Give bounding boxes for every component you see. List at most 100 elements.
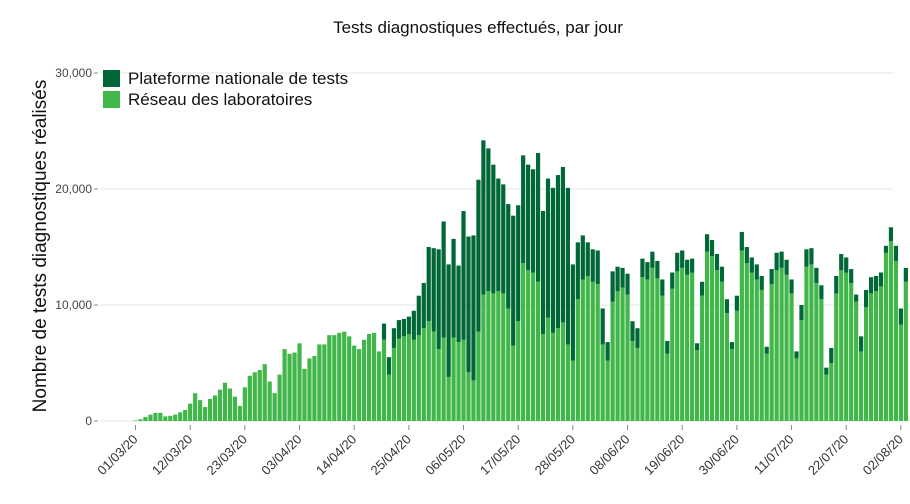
bar-reseau bbox=[764, 353, 769, 421]
x-tick-label: 25/04/20 bbox=[368, 432, 414, 478]
bar-reseau bbox=[421, 328, 426, 421]
bar-reseau bbox=[212, 395, 218, 421]
bar-plateforme bbox=[461, 211, 466, 340]
bar-reseau bbox=[570, 360, 575, 421]
bar-plateforme bbox=[406, 316, 411, 334]
bar-plateforme bbox=[575, 242, 580, 300]
bar-reseau bbox=[714, 270, 720, 421]
bar-reseau bbox=[814, 282, 819, 421]
bar-reseau bbox=[620, 287, 625, 421]
x-tick-label: 06/05/20 bbox=[422, 432, 468, 478]
bar-plateforme bbox=[381, 323, 387, 340]
bar-reseau bbox=[342, 331, 347, 421]
bar-plateforme bbox=[605, 342, 610, 361]
bar-reseau bbox=[565, 344, 570, 421]
bar-reseau bbox=[451, 337, 456, 421]
bars bbox=[133, 140, 908, 421]
bar-plateforme bbox=[844, 257, 849, 273]
bar-plateforme bbox=[754, 264, 759, 280]
y-tick-label: 20,000 bbox=[55, 182, 92, 196]
bar-plateforme bbox=[426, 247, 431, 322]
bar-reseau bbox=[322, 344, 327, 421]
x-tick-label: 17/05/20 bbox=[477, 432, 523, 478]
bar-reseau bbox=[635, 347, 640, 421]
bar-reseau bbox=[198, 400, 203, 421]
bar-reseau bbox=[655, 278, 660, 421]
bar-plateforme bbox=[873, 276, 879, 292]
bar-reseau bbox=[665, 353, 670, 421]
bar-reseau bbox=[481, 294, 486, 421]
bar-reseau bbox=[337, 332, 342, 421]
bar-reseau bbox=[719, 281, 725, 421]
bar-plateforme bbox=[690, 258, 695, 273]
bar-plateforme bbox=[610, 271, 615, 302]
bar-plateforme bbox=[595, 250, 600, 285]
bar-reseau bbox=[903, 281, 908, 421]
bar-plateforme bbox=[704, 234, 710, 252]
bar-plateforme bbox=[739, 231, 744, 251]
y-tick-label: 10,000 bbox=[55, 298, 92, 312]
bar-reseau bbox=[431, 331, 436, 421]
bar-reseau bbox=[809, 264, 814, 421]
bar-plateforme bbox=[675, 252, 680, 272]
bar-reseau bbox=[501, 293, 506, 421]
bar-reseau bbox=[789, 293, 794, 421]
bar-plateforme bbox=[526, 164, 531, 271]
bar-reseau bbox=[282, 349, 287, 421]
bar-plateforme bbox=[868, 277, 874, 294]
bar-reseau bbox=[471, 380, 476, 421]
bar-reseau bbox=[292, 352, 297, 421]
bar-plateforme bbox=[516, 205, 521, 322]
bar-plateforme bbox=[893, 245, 899, 261]
bar-reseau bbox=[739, 250, 744, 421]
bar-plateforme bbox=[734, 295, 739, 311]
x-tick-label: 08/06/20 bbox=[586, 432, 632, 478]
bar-plateforme bbox=[451, 238, 456, 338]
bar-reseau bbox=[819, 299, 824, 421]
bar-reseau bbox=[401, 336, 406, 421]
y-tick-label: 0 bbox=[85, 414, 92, 428]
bar-reseau bbox=[545, 317, 551, 421]
bar-reseau bbox=[491, 293, 496, 421]
bar-plateforme bbox=[863, 289, 869, 308]
bar-reseau bbox=[690, 272, 695, 421]
bar-reseau bbox=[183, 409, 188, 421]
bar-plateforme bbox=[839, 253, 844, 271]
bar-reseau bbox=[759, 289, 764, 421]
bar-plateforme bbox=[680, 250, 685, 268]
bar-plateforme bbox=[466, 236, 471, 373]
bar-plateforme bbox=[486, 148, 491, 292]
bar-reseau bbox=[461, 339, 466, 421]
bar-plateforme bbox=[814, 267, 819, 283]
bar-reseau bbox=[580, 279, 585, 421]
bar-reseau bbox=[297, 343, 302, 421]
bar-plateforme bbox=[744, 247, 749, 264]
bar-plateforme bbox=[859, 336, 864, 352]
bar-reseau bbox=[168, 415, 173, 421]
bar-reseau bbox=[247, 375, 252, 421]
bar-reseau bbox=[699, 295, 705, 421]
bar-reseau bbox=[277, 374, 282, 421]
bar-plateforme bbox=[625, 273, 630, 295]
bar-plateforme bbox=[878, 272, 884, 287]
bar-reseau bbox=[754, 279, 759, 421]
x-axis-ticks: 01/03/20 12/03/20 23/03/20 03/04/20 14/04/20… bbox=[94, 425, 906, 478]
bar-plateforme bbox=[888, 227, 894, 242]
bar-reseau bbox=[779, 267, 784, 421]
bar-reseau bbox=[535, 281, 541, 421]
bar-plateforme bbox=[834, 276, 839, 294]
bar-reseau bbox=[590, 281, 595, 421]
bar-reseau bbox=[371, 332, 377, 421]
bar-reseau bbox=[302, 368, 307, 421]
bar-reseau bbox=[357, 349, 362, 421]
bar-reseau bbox=[158, 412, 163, 421]
x-tick-label: 14/04/20 bbox=[313, 432, 359, 478]
legend: Plateforme nationale de tests Réseau des … bbox=[103, 69, 348, 109]
bar-reseau bbox=[287, 353, 292, 421]
bar-reseau bbox=[411, 339, 416, 421]
x-tick-label: 12/03/20 bbox=[149, 432, 195, 478]
bar-reseau bbox=[555, 328, 561, 421]
x-tick-label: 23/03/20 bbox=[204, 432, 250, 478]
bar-plateforme bbox=[600, 308, 605, 345]
bar-plateforme bbox=[540, 211, 546, 334]
